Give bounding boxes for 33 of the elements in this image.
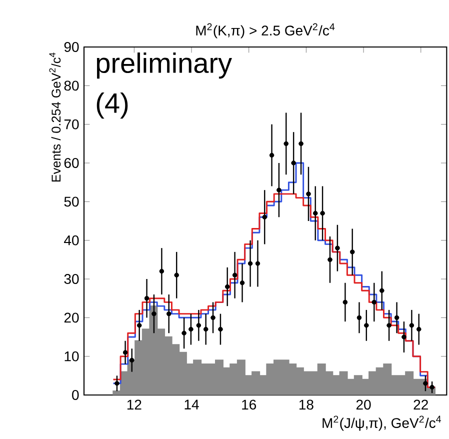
y-tick-label: 0 — [72, 390, 79, 400]
point — [122, 350, 128, 355]
y-tick-label: 50 — [64, 196, 79, 207]
point — [240, 280, 245, 286]
point — [159, 268, 164, 274]
y-tick-label: 80 — [64, 80, 79, 91]
y-tick-label: 40 — [64, 235, 79, 246]
point — [342, 300, 348, 305]
point — [328, 257, 332, 262]
y-tick-label: 70 — [64, 119, 79, 130]
y-tick-label: 10 — [64, 351, 79, 362]
point — [144, 296, 150, 301]
annotation: (4) — [96, 92, 128, 119]
y-axis-title: Events / 0.254 GeV$^{2}$/c$^{4}$ — [49, 52, 61, 182]
x-tick-label: 16 — [242, 400, 256, 410]
x-tick-label: 18 — [299, 400, 314, 410]
y-tick-label: 30 — [64, 274, 79, 284]
x-tick-label: 22 — [414, 400, 428, 410]
y-tick-label: 60 — [64, 158, 79, 168]
point — [269, 152, 274, 158]
x-axis-title: M$^{2}$(J/ψ,π), GeV$^{2}$/c$^{4}$ — [322, 416, 442, 431]
y-tick-label: 90 — [64, 42, 79, 52]
x-tick-label: 12 — [127, 400, 142, 410]
x-tick-label: 14 — [184, 400, 199, 410]
annotation: preliminary — [96, 52, 232, 79]
x-tick-label: 20 — [356, 400, 371, 410]
point — [196, 323, 202, 328]
point — [409, 323, 414, 328]
point — [394, 315, 400, 320]
y-tick-label: 20 — [64, 312, 79, 323]
chart-title: M$^{2}$(K,π) > 2.5 GeV$^{2}$/c$^{4}$ — [196, 23, 335, 38]
point — [356, 315, 362, 320]
point — [232, 272, 238, 278]
